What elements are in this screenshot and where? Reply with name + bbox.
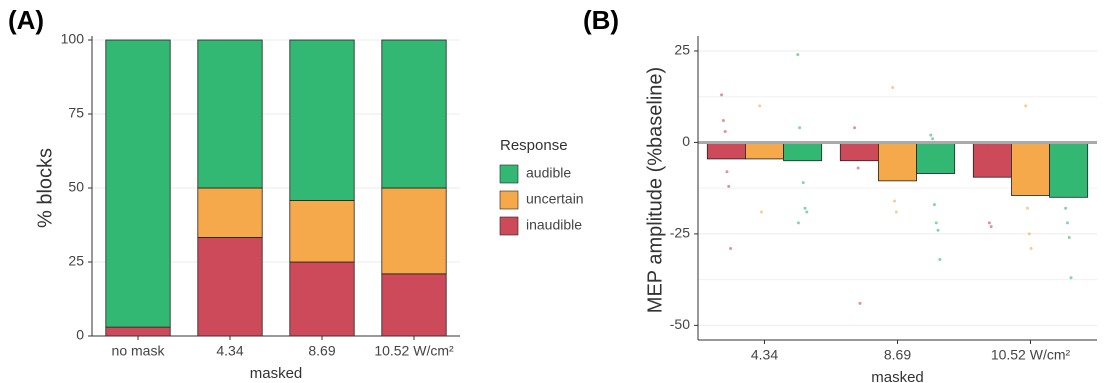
bar-segment <box>289 39 355 201</box>
data-point <box>796 53 800 57</box>
data-point <box>894 210 898 214</box>
data-point <box>803 206 807 210</box>
bar <box>745 142 784 160</box>
data-point <box>725 170 729 174</box>
legend-label: audible <box>526 165 571 181</box>
bar <box>1049 142 1089 198</box>
data-point <box>1064 206 1068 210</box>
data-point <box>853 126 857 130</box>
bar-segment <box>289 200 355 263</box>
data-point <box>723 129 727 133</box>
x-tick-label: 10.52 W/cm² <box>374 343 454 359</box>
y-tick-label: -25 <box>670 225 690 241</box>
x-axis-title: masked <box>250 365 303 382</box>
legend-swatch <box>499 164 519 184</box>
data-point <box>893 199 896 203</box>
data-point <box>854 151 858 155</box>
data-point <box>856 166 860 170</box>
data-point <box>1067 236 1071 240</box>
bar <box>916 142 956 174</box>
bar <box>706 142 746 160</box>
data-point <box>798 126 802 130</box>
bar-segment <box>381 187 447 275</box>
data-point <box>1024 104 1028 108</box>
data-point <box>727 184 731 188</box>
bar-segment <box>381 273 447 337</box>
panel-label: (A) <box>8 5 44 35</box>
bar-segment <box>105 326 171 337</box>
bar <box>783 142 823 162</box>
data-point <box>1026 206 1029 210</box>
data-point <box>805 210 809 214</box>
bar-segment <box>197 187 263 238</box>
data-point <box>989 225 993 229</box>
y-tick-label: 25 <box>68 253 84 269</box>
y-tick-label: 100 <box>61 31 85 47</box>
data-point <box>1065 221 1069 225</box>
bar-segment <box>289 261 355 337</box>
x-axis-title: masked <box>871 369 924 383</box>
data-point <box>986 148 990 152</box>
data-point <box>801 181 805 185</box>
data-point <box>934 221 938 225</box>
bar <box>878 142 917 182</box>
y-axis-title: % blocks <box>34 148 56 228</box>
legend-label: uncertain <box>526 191 584 207</box>
data-point <box>891 86 895 90</box>
y-tick-label: 25 <box>674 42 690 58</box>
data-point <box>1027 232 1031 236</box>
bar-segment <box>105 39 171 328</box>
data-point <box>758 104 762 108</box>
x-tick-label: 8.69 <box>884 347 911 363</box>
data-point <box>1062 166 1066 170</box>
legend-swatch <box>499 190 519 210</box>
y-tick-label: 0 <box>682 133 690 149</box>
data-point <box>938 258 942 262</box>
y-tick-label: 75 <box>68 105 84 121</box>
data-point <box>1029 247 1033 251</box>
y-axis-title: MEP amplitude (%baseline) <box>644 67 666 313</box>
bar-segment <box>381 39 447 189</box>
y-tick-label: 0 <box>76 327 84 343</box>
x-tick-label: 4.34 <box>751 347 778 363</box>
data-point <box>929 133 933 137</box>
data-point <box>729 247 733 251</box>
data-point <box>987 221 991 225</box>
legend-swatch <box>499 216 519 236</box>
legend-label: inaudible <box>526 217 582 233</box>
bar <box>1011 142 1050 196</box>
x-tick-label: 10.52 W/cm² <box>991 347 1071 363</box>
data-point <box>858 301 862 305</box>
x-tick-label: no mask <box>112 343 166 359</box>
y-tick-label: -50 <box>670 316 690 332</box>
data-point <box>721 118 725 122</box>
data-point <box>936 228 940 232</box>
data-point <box>760 210 763 214</box>
x-tick-label: 8.69 <box>308 343 335 359</box>
data-point <box>796 221 800 225</box>
data-point <box>931 137 935 141</box>
bar <box>972 142 1012 178</box>
data-point <box>720 93 724 97</box>
legend-title: Response <box>500 137 568 154</box>
panel-label: (B) <box>583 5 619 35</box>
data-point <box>1069 276 1073 280</box>
data-point <box>932 203 936 207</box>
y-tick-label: 50 <box>68 179 84 195</box>
bar-segment <box>197 39 263 189</box>
x-tick-label: 4.34 <box>216 343 243 359</box>
bar-segment <box>197 237 263 337</box>
data-point <box>799 155 803 159</box>
bar <box>839 142 879 162</box>
